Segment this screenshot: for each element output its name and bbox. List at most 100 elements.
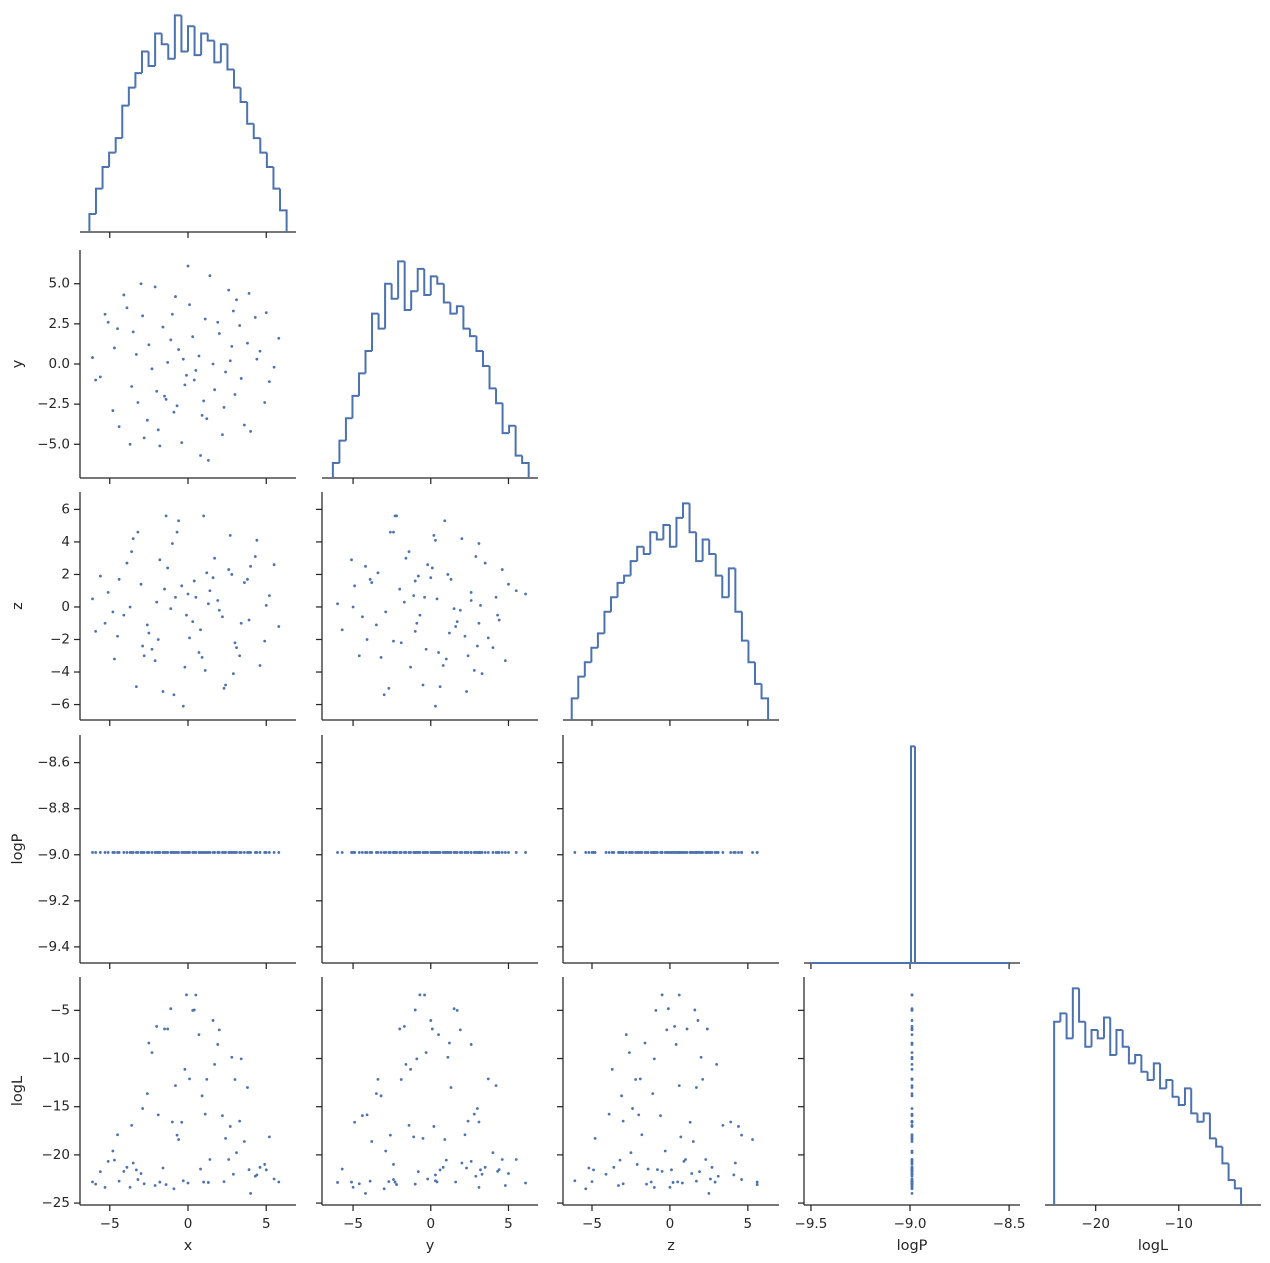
scatter-point xyxy=(387,1180,391,1184)
histogram-bin xyxy=(331,462,340,478)
scatter-point xyxy=(910,1086,914,1089)
scatter-point xyxy=(631,851,634,854)
scatter-point xyxy=(174,1084,177,1088)
scatter-point xyxy=(449,577,453,581)
scatter-point xyxy=(217,608,221,612)
histogram-bin xyxy=(1227,1163,1235,1182)
scatter-point xyxy=(429,1019,433,1022)
scatter-point xyxy=(180,584,184,588)
histogram-bin xyxy=(154,32,162,66)
scatter-point xyxy=(635,1163,639,1166)
scatter-point xyxy=(910,1163,914,1166)
histogram-bin xyxy=(108,151,116,168)
histogram-bin xyxy=(521,455,530,478)
scatter-point xyxy=(388,1133,392,1137)
scatter-point xyxy=(145,1092,149,1096)
histogram-bin xyxy=(239,87,248,104)
scatter-point xyxy=(203,1112,207,1116)
histogram-bin xyxy=(213,40,221,64)
histogram-bin xyxy=(88,212,96,232)
scatter-point xyxy=(117,425,121,429)
scatter-point xyxy=(404,1063,408,1066)
scatter-point xyxy=(475,644,479,648)
scatter-point xyxy=(164,397,168,401)
scatter-point xyxy=(910,1051,914,1055)
scatter-point xyxy=(181,1179,185,1183)
histogram-bin xyxy=(1140,1055,1148,1073)
scatter-point xyxy=(206,458,210,462)
scatter-point xyxy=(94,629,98,633)
scatter-point xyxy=(183,1067,187,1071)
scatter-point xyxy=(116,634,119,638)
scatter-point xyxy=(361,851,364,854)
scatter-point xyxy=(416,574,420,578)
scatter-point xyxy=(169,607,173,611)
scatter-point xyxy=(399,641,403,645)
histogram-bin xyxy=(583,661,592,677)
scatter-point xyxy=(185,851,188,854)
scatter-point xyxy=(125,1165,129,1169)
scatter-point xyxy=(134,685,138,689)
y-tick-label: −5.0 xyxy=(37,436,70,452)
scatter-point xyxy=(627,1051,631,1055)
scatter-point xyxy=(147,1041,151,1045)
histogram-bin xyxy=(410,290,418,310)
scatter-point xyxy=(267,380,271,384)
scatter-point xyxy=(690,851,694,854)
scatter-point xyxy=(709,1177,712,1181)
scatter-point xyxy=(413,1008,417,1012)
scatter-point xyxy=(715,1063,719,1066)
scatter-point xyxy=(125,851,129,854)
x-tick-label: −9.5 xyxy=(795,1216,828,1232)
scatter-point xyxy=(404,556,408,560)
scatter-point xyxy=(150,367,154,371)
histogram-bin xyxy=(377,313,386,330)
scatter-point xyxy=(230,851,234,854)
scatter-point xyxy=(477,851,481,854)
scatter-point xyxy=(910,1178,914,1181)
scatter-point xyxy=(98,574,102,578)
x-tick-label: 0 xyxy=(426,1216,435,1232)
y-axis-label: logP xyxy=(10,833,26,864)
scatter-point xyxy=(424,1051,428,1055)
scatter-point xyxy=(98,375,102,379)
histogram-bin xyxy=(351,394,359,419)
scatter-point xyxy=(729,851,733,854)
scatter-point xyxy=(649,1180,653,1184)
scatter-point xyxy=(663,1149,667,1153)
scatter-point xyxy=(494,595,498,599)
scatter-point xyxy=(423,595,426,599)
scatter-point xyxy=(452,607,456,611)
scatter-point xyxy=(145,623,149,627)
histogram-bin xyxy=(629,560,638,576)
scatter-point xyxy=(150,647,154,651)
x-tick-label: −5 xyxy=(100,1216,120,1232)
scatter-point xyxy=(200,655,204,659)
scatter-point xyxy=(631,1107,634,1110)
scatter-point xyxy=(437,1033,440,1037)
histogram-bin xyxy=(1221,1146,1229,1165)
scatter-point xyxy=(156,1113,160,1117)
histogram-bin xyxy=(570,697,579,720)
scatter-point xyxy=(374,1092,378,1096)
scatter-point xyxy=(656,851,659,854)
scatter-point xyxy=(194,595,198,599)
histogram-bin xyxy=(1233,1180,1243,1205)
scatter-point xyxy=(211,1019,215,1022)
scatter-point xyxy=(910,1084,914,1088)
scatter-point xyxy=(368,851,372,854)
scatter-point xyxy=(206,602,210,606)
histogram-bin xyxy=(134,72,142,88)
histogram-bin xyxy=(1102,1016,1111,1039)
scatter-point xyxy=(592,1168,595,1172)
scatter-point xyxy=(448,1041,451,1045)
scatter-point xyxy=(666,1007,670,1011)
scatter-point xyxy=(351,851,355,854)
scatter-point xyxy=(426,563,430,567)
scatter-point xyxy=(205,571,209,575)
scatter-point xyxy=(503,659,507,663)
scatter-point xyxy=(249,564,253,568)
scatter-point xyxy=(106,320,110,324)
scatter-point xyxy=(169,338,173,342)
